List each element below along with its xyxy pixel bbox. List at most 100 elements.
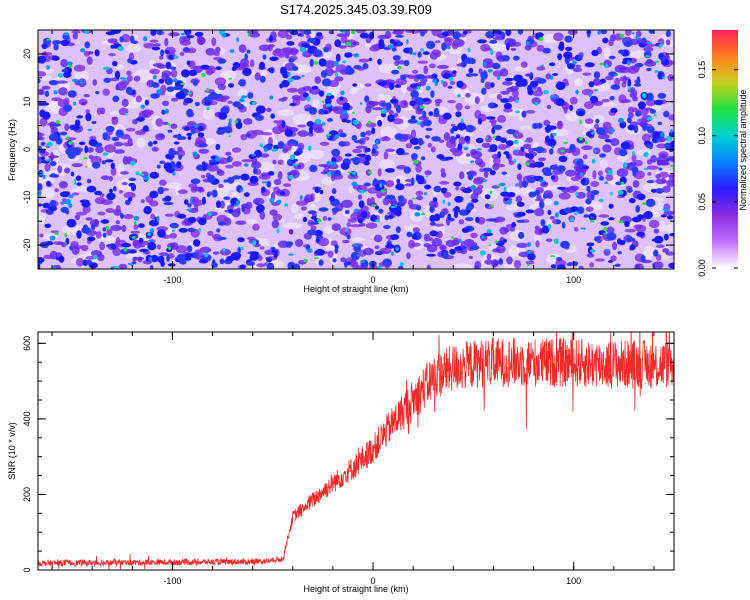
heatmap-cyan-blob [57,73,63,78]
heatmap-blue-blob [150,93,160,99]
heatmap-mid-cell [71,246,80,255]
heatmap-blue-blob [535,32,544,38]
heatmap-blue-blob [144,99,149,106]
heatmap-cyan-blob [513,149,519,152]
heatmap-cyan-blob [342,60,346,64]
heatmap-mid-cell [149,39,159,43]
heatmap-blue-blob [624,220,630,228]
heatmap-mid-cell [439,180,450,185]
heatmap-blue-blob [187,135,192,141]
heatmap-blue-blob [147,242,157,251]
heatmap-blue-blob [316,235,324,239]
heatmap-blue-blob [112,60,118,67]
heatmap-blue-blob [455,111,462,118]
heatmap-blue-blob [465,217,474,222]
heatmap-low-patch [351,237,365,242]
heatmap-blue-blob [653,235,664,244]
heatmap-mid-cell [424,170,432,176]
heatmap-cyan-blob [467,47,471,53]
heatmap-blue-blob [428,111,434,116]
heatmap-blue-blob [489,144,498,153]
heatmap-blue-blob [328,106,333,112]
heatmap-blue-blob [658,167,663,171]
heatmap-blue-blob [525,73,533,77]
heatmap-blue-blob [44,223,52,228]
heatmap-mid-cell [297,130,309,137]
heatmap-blue-blob [256,204,265,213]
heatmap-mid-cell [619,76,625,82]
heatmap-cyan-blob [387,44,394,49]
heatmap-blue-blob [69,245,74,251]
heatmap-blue-blob [156,164,161,169]
heatmap-green-peak [560,149,565,153]
heatmap-blue-blob [536,78,547,84]
heatmap-mid-cell [286,87,299,93]
heatmap-cyan-blob [239,98,245,103]
heatmap-blue-blob [540,219,546,227]
heatmap-mid-cell [297,124,307,128]
heatmap-blue-blob [520,146,525,152]
heatmap-blue-blob [475,216,480,223]
heatmap-blue-blob [238,79,246,87]
heatmap-mid-cell [269,209,278,216]
heatmap-blue-blob [323,46,329,53]
heatmap-mid-cell [668,173,674,182]
heatmap-mid-cell [334,76,344,82]
heatmap-mid-cell [220,200,225,209]
heatmap-blue-blob [308,106,315,111]
heatmap-blue-blob [149,190,159,199]
heatmap-cyan-blob [486,229,492,234]
heatmap-blue-blob [90,223,96,231]
heatmap-cyan-blob [379,183,383,188]
heatmap-mid-cell [39,117,48,127]
heatmap-mid-cell [341,199,353,208]
heatmap-cyan-blob [542,90,549,95]
heatmap-mid-cell [74,214,81,221]
heatmap-blue-blob [454,206,460,213]
heatmap-blue-blob [242,67,252,77]
heatmap-mid-cell [314,76,322,84]
heatmap-blue-blob [321,78,332,87]
heatmap-blue-blob [595,118,600,124]
heatmap-mid-cell [355,30,366,34]
heatmap-mid-cell [51,97,62,102]
heatmap-mid-cell [450,123,456,127]
heatmap-mid-cell [431,30,442,37]
heatmap-blue-blob [460,61,467,68]
heatmap-blue-blob [454,195,464,203]
heatmap-blue-blob [104,159,114,163]
heatmap-blue-blob [606,232,617,241]
heatmap-mid-cell [385,180,395,188]
heatmap-cyan-blob [578,173,584,176]
heatmap-blue-blob [307,210,317,215]
heatmap-blue-blob [586,30,592,34]
heatmap-blue-blob [570,206,579,213]
heatmap-blue-blob [627,116,632,124]
heatmap-mid-cell [592,170,597,180]
heatmap-mid-cell [115,236,121,246]
heatmap-blue-blob [441,42,447,51]
heatmap-cyan-blob [476,148,482,151]
heatmap-mid-cell [616,168,629,178]
heatmap-blue-blob [38,78,41,84]
heatmap-blue-blob [173,85,183,91]
heatmap-mid-cell [119,79,130,86]
heatmap-blue-blob [665,30,671,38]
heatmap-blue-blob [456,134,461,139]
heatmap-green-peak [68,64,73,68]
heatmap-blue-blob [266,262,275,269]
heatmap-blue-blob [555,81,566,91]
heatmap-hot-spot [483,37,487,40]
heatmap-green-peak [314,257,319,260]
heatmap-blue-blob [88,139,98,147]
heatmap-cyan-blob [299,46,307,53]
heatmap-blue-blob [384,214,390,221]
heatmap-blue-blob [513,74,524,82]
heatmap-low-patch [292,113,312,125]
heatmap-blue-blob [209,91,218,100]
heatmap-blue-blob [198,125,204,131]
heatmap-blue-blob [469,245,480,251]
heatmap-mid-cell [509,226,516,232]
heatmap-blue-blob [668,265,674,268]
heatmap-blue-blob [389,98,399,104]
